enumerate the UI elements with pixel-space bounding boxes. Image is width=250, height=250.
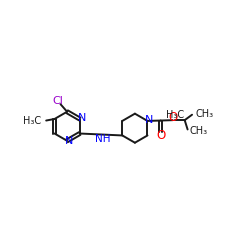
Text: CH₃: CH₃ — [190, 126, 208, 136]
Text: Cl: Cl — [52, 96, 64, 106]
Text: NH: NH — [95, 134, 110, 144]
Text: H₃C: H₃C — [166, 110, 184, 120]
Text: CH₃: CH₃ — [196, 109, 214, 119]
Text: O: O — [156, 129, 165, 142]
Text: N: N — [145, 115, 154, 125]
Text: N: N — [65, 136, 74, 146]
Text: N: N — [78, 113, 86, 123]
Text: H₃C: H₃C — [23, 116, 41, 126]
Text: O: O — [169, 111, 178, 124]
